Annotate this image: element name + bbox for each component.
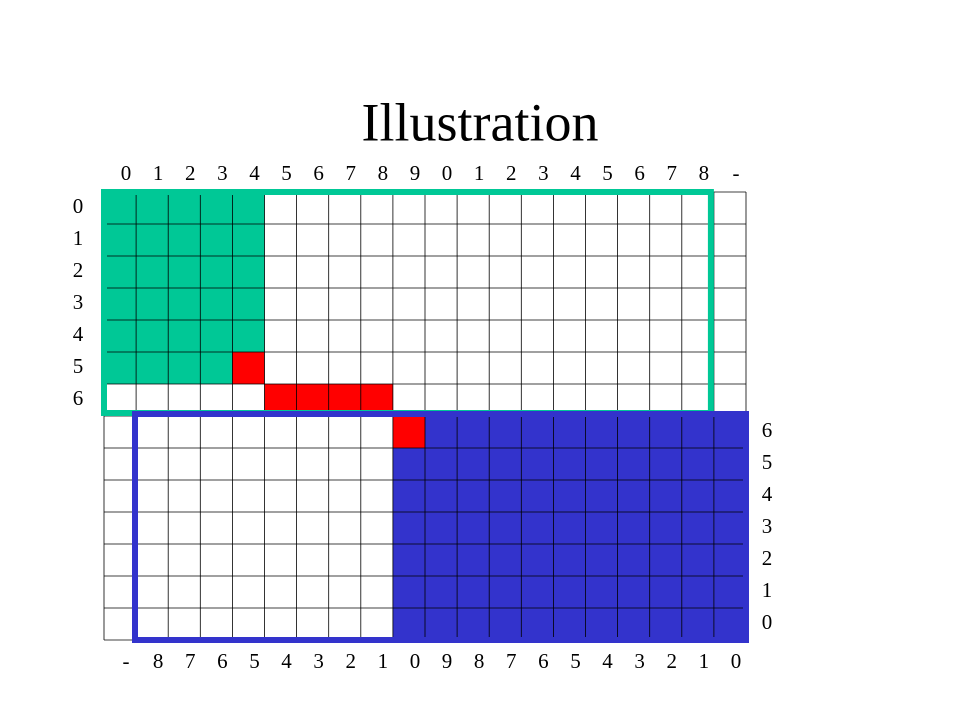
left-label: 1 [73,226,84,250]
bottom-label: 8 [153,649,164,673]
top-label: 4 [570,161,581,185]
top-label: 5 [281,161,292,185]
right-label: 3 [762,514,773,538]
top-label: 3 [538,161,549,185]
bottom-label: 6 [217,649,228,673]
bottom-label: 2 [667,649,678,673]
title: Illustration [362,92,599,152]
top-label: 0 [442,161,453,185]
blue-outline [132,411,749,643]
bottom-label: 4 [602,649,613,673]
left-label: 3 [73,290,84,314]
top-label: 3 [217,161,228,185]
bottom-label: 1 [699,649,710,673]
bottom-label: 7 [506,649,517,673]
blue-region [392,416,746,640]
top-label: 5 [602,161,613,185]
bottom-label: 0 [410,649,421,673]
top-label: 7 [346,161,357,185]
bottom-label: 5 [249,649,260,673]
bottom-label: - [123,649,130,673]
top-label: 1 [474,161,485,185]
right-label: 5 [762,450,773,474]
top-label: 6 [313,161,324,185]
top-label: 9 [410,161,421,185]
right-label: 1 [762,578,773,602]
top-label: 4 [249,161,260,185]
top-label: 6 [634,161,645,185]
top-label: 1 [153,161,164,185]
top-label: 0 [121,161,132,185]
bottom-label: 0 [731,649,742,673]
right-label: 6 [762,418,773,442]
left-label: 4 [73,322,84,346]
bottom-label: 5 [570,649,581,673]
red-cell [392,416,425,448]
top-label: 2 [506,161,517,185]
red-cell [232,352,265,384]
left-label: 0 [73,194,84,218]
right-label: 4 [762,482,773,506]
right-label: 2 [762,546,773,570]
left-label: 2 [73,258,84,282]
bottom-label: 6 [538,649,549,673]
bottom-label: 7 [185,649,196,673]
bottom-label: 4 [281,649,292,673]
right-label: 0 [762,610,773,634]
bottom-label: 9 [442,649,453,673]
bottom-label: 3 [313,649,324,673]
top-label: 7 [667,161,678,185]
top-label: - [732,161,739,185]
left-label: 5 [73,354,84,378]
bottom-label: 3 [634,649,645,673]
bottom-label: 2 [346,649,357,673]
bottom-label: 8 [474,649,485,673]
top-label: 8 [699,161,710,185]
top-label: 8 [378,161,389,185]
left-label: 6 [73,386,84,410]
top-label: 2 [185,161,196,185]
bottom-label: 1 [378,649,389,673]
